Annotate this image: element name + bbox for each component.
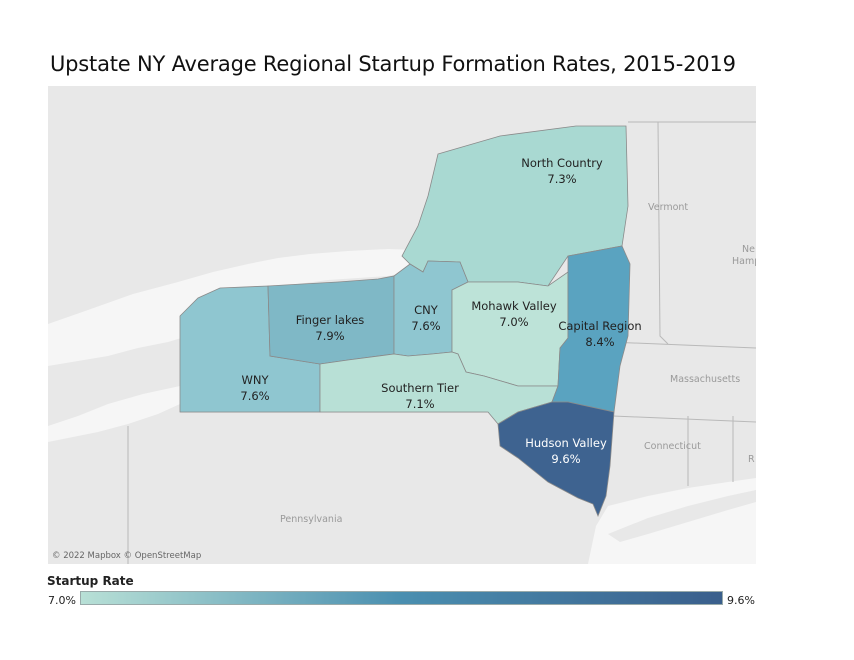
region-rate-mohawk-valley: 7.0%: [499, 315, 528, 329]
label-vermont: Vermont: [648, 202, 688, 213]
region-rate-hudson-valley: 9.6%: [551, 452, 580, 466]
region-rate-wny: 7.6%: [240, 389, 269, 403]
region-rate-north-country: 7.3%: [547, 172, 576, 186]
label-ri: R: [748, 454, 755, 465]
region-rate-finger-lakes: 7.9%: [315, 329, 344, 343]
region-label-mohawk-valley: Mohawk Valley: [471, 299, 557, 313]
legend-title: Startup Rate: [47, 574, 134, 588]
region-hudson-valley[interactable]: [497, 401, 615, 518]
region-label-southern-tier: Southern Tier: [381, 381, 459, 395]
long-island: [608, 490, 756, 542]
region-rate-capital-region: 8.4%: [585, 335, 614, 349]
label-massachusetts: Massachusetts: [670, 374, 740, 385]
map-attribution[interactable]: © 2022 Mapbox © OpenStreetMap: [52, 551, 202, 561]
map-canvas[interactable]: Vermont Ne Hamp Massachusetts Connecticu…: [48, 86, 756, 564]
region-label-finger-lakes: Finger lakes: [296, 313, 365, 327]
legend-min-label: 7.0%: [48, 594, 76, 607]
region-rate-cny: 7.6%: [411, 319, 440, 333]
region-rate-southern-tier: 7.1%: [405, 397, 434, 411]
lake-erie: [48, 386, 180, 442]
region-label-capital-region: Capital Region: [558, 319, 641, 333]
label-pennsylvania: Pennsylvania: [280, 514, 342, 525]
region-label-north-country: North Country: [521, 156, 603, 170]
page-title: Upstate NY Average Regional Startup Form…: [50, 52, 736, 76]
region-mohawk-valley[interactable]: [451, 271, 569, 387]
region-label-cny: CNY: [414, 303, 439, 317]
label-new-hampshire-1: Ne: [742, 244, 755, 255]
legend-max-label: 9.6%: [727, 594, 755, 607]
legend-color-scale: [80, 591, 723, 605]
label-new-hampshire-2: Hamp: [732, 256, 756, 267]
lake-ontario: [48, 249, 433, 366]
label-connecticut: Connecticut: [644, 441, 701, 452]
region-label-hudson-valley: Hudson Valley: [525, 436, 607, 450]
region-label-wny: WNY: [242, 373, 270, 387]
region-southern-tier[interactable]: [319, 351, 559, 425]
